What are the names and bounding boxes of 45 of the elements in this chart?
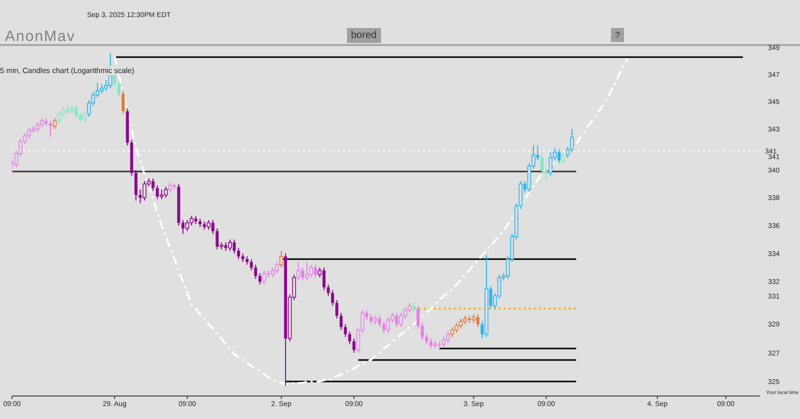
candlestick	[340, 312, 343, 330]
candlestick	[206, 220, 211, 230]
candlestick	[370, 314, 373, 325]
candlestick	[454, 322, 458, 334]
text: bored	[347, 28, 381, 43]
candlestick	[331, 290, 334, 306]
text: ?	[611, 28, 624, 42]
candlestick	[425, 334, 428, 345]
candlestick	[279, 250, 284, 268]
candlestick	[416, 305, 420, 330]
candlestick	[270, 267, 275, 278]
candlestick	[31, 126, 36, 134]
candlestick	[117, 80, 120, 97]
candlestick	[450, 326, 454, 338]
candlestick	[254, 264, 258, 280]
candlestick	[348, 330, 352, 345]
candlestick	[48, 120, 52, 138]
candlestick	[458, 318, 463, 330]
candlestick	[164, 186, 168, 198]
candlestick	[335, 300, 338, 320]
candlestick	[408, 302, 412, 314]
candlestick	[57, 110, 61, 124]
candlestick	[544, 166, 548, 180]
candlestick	[262, 270, 266, 286]
candlestick	[420, 322, 424, 340]
candlestick	[352, 338, 356, 354]
candlestick	[258, 272, 262, 286]
candlestick	[122, 90, 125, 114]
candlestick	[442, 336, 446, 348]
candlestick	[433, 340, 438, 350]
candlestick	[386, 316, 390, 334]
candlestick	[250, 258, 253, 271]
candlestick	[142, 180, 146, 202]
candlestick	[52, 118, 57, 130]
candlestick	[540, 154, 544, 174]
candlestick	[344, 324, 347, 338]
candlestick	[399, 312, 403, 328]
candlestick	[237, 247, 240, 260]
candlestick	[484, 254, 488, 338]
candlestick	[305, 261, 309, 281]
candlestick	[326, 284, 330, 296]
candlestick	[446, 330, 450, 344]
annotation: AnonMav	[5, 28, 76, 45]
candlestick	[314, 264, 317, 278]
candlestick	[134, 170, 138, 202]
